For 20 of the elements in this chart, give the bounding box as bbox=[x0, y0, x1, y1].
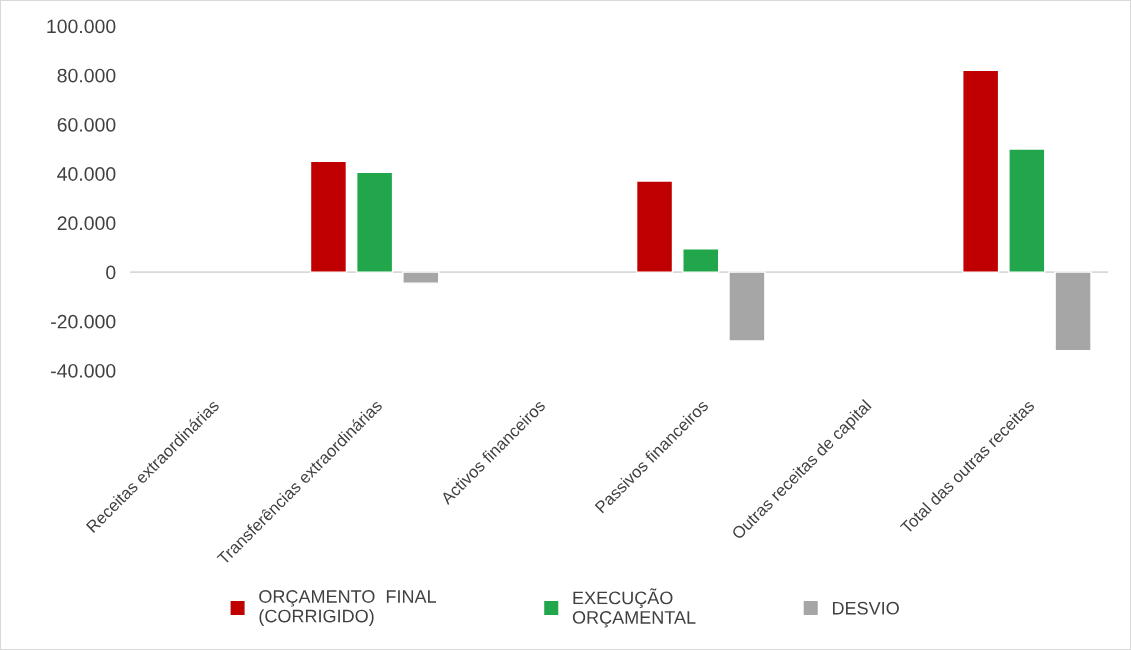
legend-label: ORÇAMENTO FINAL (CORRIGIDO) bbox=[259, 590, 436, 626]
bar bbox=[682, 247, 720, 273]
bar bbox=[728, 271, 766, 342]
bar bbox=[1008, 148, 1046, 273]
y-tick-label: 80.000 bbox=[57, 68, 116, 83]
bar bbox=[635, 180, 674, 273]
bar bbox=[402, 271, 440, 284]
y-tick-label: 100.000 bbox=[47, 19, 116, 34]
y-tick-label: 40.000 bbox=[57, 167, 116, 181]
y-tick-label: 60.000 bbox=[57, 117, 116, 132]
y-tick-label: -20.000 bbox=[51, 314, 116, 329]
legend-label: DESVIO bbox=[832, 601, 899, 615]
y-tick-label: 0 bbox=[106, 265, 116, 280]
bar bbox=[962, 69, 1000, 273]
legend-label: EXECUÇÃO ORÇAMENTAL bbox=[572, 588, 696, 628]
y-tick-label: 20.000 bbox=[57, 216, 116, 231]
y-tick-label: -40.000 bbox=[51, 363, 116, 378]
bar bbox=[309, 160, 348, 273]
bar bbox=[356, 171, 394, 273]
bar bbox=[1054, 271, 1092, 352]
